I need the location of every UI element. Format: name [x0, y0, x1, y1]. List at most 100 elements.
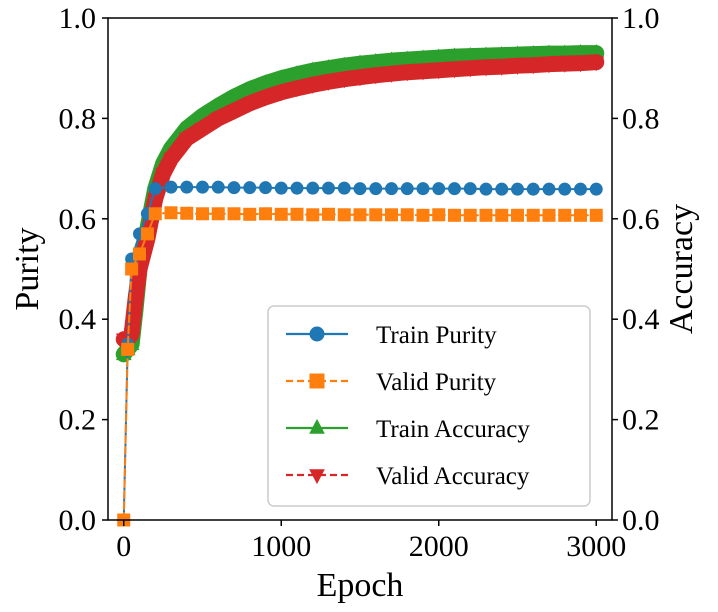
data-point-valid-accuracy: [210, 112, 227, 128]
y-axis-right-label: Accuracy: [663, 204, 700, 334]
data-point-train-purity: [353, 182, 367, 196]
data-point-valid-accuracy: [430, 64, 447, 80]
y-left-tick-label: 0.4: [59, 303, 97, 336]
y-left-tick-label: 0.8: [59, 102, 97, 135]
legend-item-train-accuracy: Train Accuracy: [286, 416, 530, 443]
data-point-valid-purity: [589, 208, 603, 222]
data-point-valid-purity: [180, 206, 194, 220]
data-point-train-accuracy: [273, 69, 290, 84]
y-right-tick-label: 0.6: [622, 203, 660, 236]
data-point-valid-purity: [274, 207, 288, 221]
data-point-train-accuracy: [320, 59, 337, 74]
data-point-valid-purity: [479, 208, 493, 222]
data-point-valid-accuracy: [525, 59, 542, 75]
data-point-valid-purity: [511, 208, 524, 222]
data-point-valid-accuracy: [572, 57, 589, 73]
data-point-valid-accuracy: [127, 293, 144, 309]
data-point-valid-purity: [369, 208, 383, 222]
data-point-train-purity: [259, 181, 272, 195]
legend-label: Train Accuracy: [376, 416, 530, 443]
data-point-train-accuracy: [289, 65, 305, 80]
data-point-train-accuracy: [304, 61, 321, 77]
data-point-valid-accuracy: [415, 65, 431, 81]
data-point-valid-purity: [558, 208, 572, 222]
data-point-valid-purity: [385, 208, 398, 222]
data-point-train-purity: [432, 182, 446, 196]
data-point-valid-accuracy: [155, 167, 171, 183]
data-point-valid-purity: [211, 207, 225, 221]
data-point-train-purity: [180, 180, 194, 194]
legend-item-train-purity: Train Purity: [286, 322, 497, 349]
series-line-valid-purity: [122, 211, 598, 521]
data-point-train-purity: [290, 181, 304, 195]
legend-label: Valid Purity: [376, 369, 497, 396]
data-point-valid-accuracy: [446, 63, 463, 79]
y-right-tick-label: 0.8: [622, 102, 660, 135]
data-point-valid-accuracy: [304, 79, 321, 94]
data-point-train-purity: [196, 180, 209, 194]
data-point-valid-purity: [400, 208, 414, 222]
data-point-valid-accuracy: [320, 76, 337, 91]
legend-box: [267, 305, 591, 507]
data-point-valid-accuracy: [493, 60, 510, 76]
data-point-valid-accuracy: [367, 69, 384, 85]
data-point-valid-accuracy: [588, 56, 605, 72]
series-layer: [115, 44, 605, 527]
y-left-tick-label: 0.6: [59, 203, 97, 236]
data-point-train-purity: [526, 182, 540, 196]
legend-item-valid-accuracy: Valid Accuracy: [286, 463, 530, 490]
data-point-train-purity: [227, 181, 241, 195]
data-point-valid-accuracy: [257, 91, 274, 107]
data-point-valid-purity: [306, 208, 320, 222]
data-point-valid-purity: [227, 207, 241, 221]
data-point-train-purity: [558, 182, 572, 196]
y-axis-left-label: Purity: [9, 227, 46, 310]
data-point-train-purity: [416, 182, 430, 196]
data-point-valid-accuracy: [226, 105, 242, 120]
data-point-train-purity: [306, 181, 320, 195]
data-point-valid-purity: [243, 207, 257, 221]
data-point-valid-purity: [164, 206, 178, 220]
data-point-valid-accuracy: [289, 82, 305, 98]
legend-marker: [309, 373, 325, 389]
legend-marker: [309, 418, 325, 434]
data-point-valid-purity: [542, 208, 556, 222]
data-point-train-purity: [164, 180, 178, 194]
y-left-tick-label: 0.2: [59, 404, 97, 437]
data-point-valid-accuracy: [273, 86, 290, 102]
data-point-train-purity: [448, 182, 461, 196]
data-point-valid-purity: [574, 208, 587, 222]
data-point-valid-accuracy: [352, 71, 368, 87]
data-point-train-purity: [400, 182, 414, 196]
data-point-valid-purity: [140, 227, 154, 241]
legend: Train Purity Valid Purity Train Accuracy Va…: [267, 305, 591, 507]
data-point-train-purity: [211, 180, 225, 194]
data-point-train-purity: [148, 182, 162, 196]
series-valid-purity: [117, 206, 603, 527]
data-point-train-purity: [511, 182, 524, 196]
data-point-valid-purity: [322, 207, 335, 221]
series-train-purity: [117, 180, 603, 527]
data-point-valid-accuracy: [462, 62, 479, 78]
data-point-train-purity: [274, 181, 288, 195]
data-point-train-accuracy: [241, 80, 258, 96]
data-point-valid-purity: [125, 262, 139, 276]
data-point-valid-purity: [337, 208, 351, 222]
data-point-valid-purity: [259, 207, 272, 221]
legend-marker: [309, 326, 325, 342]
series-line-train-purity: [122, 186, 598, 521]
data-point-valid-accuracy: [178, 132, 195, 148]
legend-marker: [309, 469, 325, 485]
data-point-train-accuracy: [257, 74, 274, 90]
legend-item-valid-purity: Valid Purity: [286, 369, 497, 396]
y-right-tick-label: 0.0: [622, 504, 660, 537]
y-right-tick-label: 1.0: [622, 2, 660, 35]
data-point-valid-purity: [133, 247, 146, 261]
data-point-valid-accuracy: [163, 152, 179, 168]
y-left-tick-label: 1.0: [59, 2, 97, 35]
ticks-layer: 0 1000 2000 30000.00.20.40.60.81.00.00.20.4…: [59, 2, 660, 563]
data-point-valid-accuracy: [509, 59, 526, 75]
series-center-line-valid-accuracy: [123, 61, 597, 341]
data-point-valid-accuracy: [399, 66, 416, 82]
